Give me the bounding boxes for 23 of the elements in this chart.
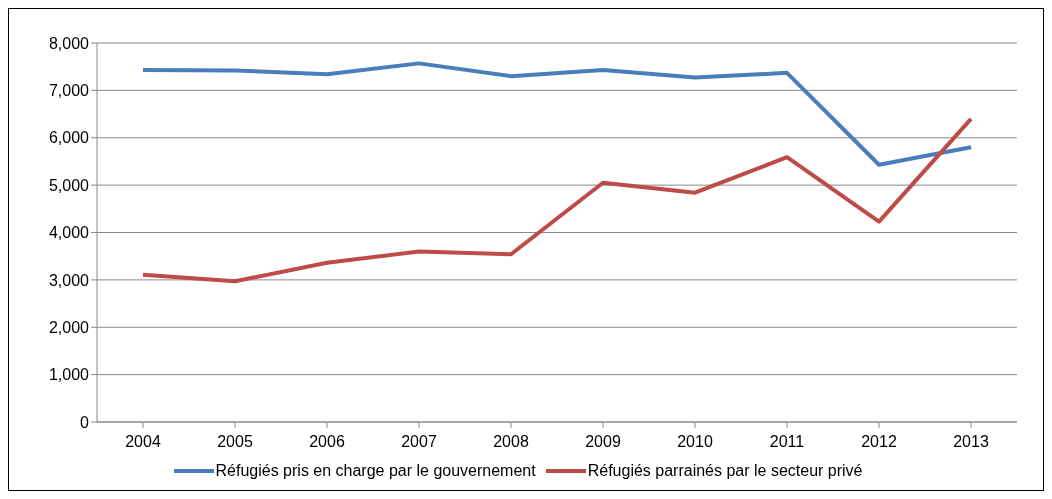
legend-label: Réfugiés pris en charge par le gouvernement — [214, 462, 536, 480]
y-tick-label: 1,000 — [48, 366, 90, 384]
y-tick-label: 0 — [80, 413, 90, 431]
x-tick-label: 2004 — [125, 433, 161, 451]
x-tick-label: 2009 — [585, 433, 621, 451]
line-series — [141, 61, 973, 167]
x-tick-label: 2006 — [309, 433, 345, 451]
y-tick-label: 2,000 — [48, 318, 90, 336]
x-tick-label: 2005 — [217, 433, 253, 451]
x-tick-label: 2010 — [677, 433, 713, 451]
y-tick-label: 6,000 — [48, 129, 90, 147]
x-tick-label: 2011 — [769, 433, 805, 451]
line-series — [141, 116, 973, 284]
x-tick-label: 2008 — [493, 433, 529, 451]
y-tick-label: 4,000 — [48, 224, 90, 242]
x-tick-label: 2007 — [401, 433, 437, 451]
y-tick-label: 8,000 — [48, 34, 90, 52]
y-tick-label: 7,000 — [48, 82, 90, 100]
y-tick-label: 3,000 — [48, 271, 90, 289]
x-tick-label: 2012 — [861, 433, 897, 451]
legend-label: Réfugiés parrainés par le secteur privé — [586, 462, 863, 480]
x-tick-label: 2013 — [953, 433, 989, 451]
y-tick-label: 5,000 — [48, 176, 90, 194]
